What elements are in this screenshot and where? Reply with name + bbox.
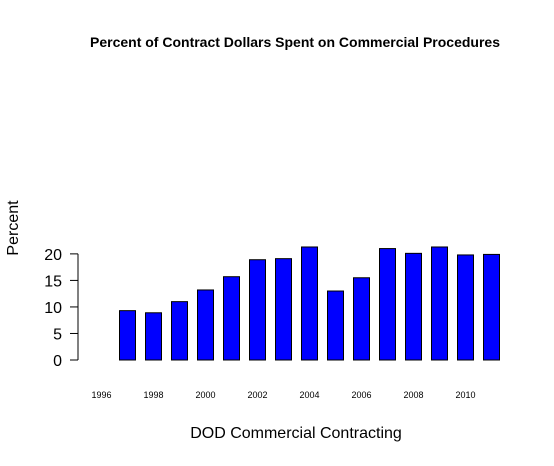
bar-2008 (405, 252, 422, 361)
bar-1998 (145, 312, 162, 361)
x-tick-label: 1996 (91, 390, 111, 400)
bar-2003 (275, 258, 292, 361)
y-tick-label: 0 (53, 353, 62, 370)
bar-2004 (301, 246, 318, 361)
bar-2006 (353, 277, 370, 361)
bar-2002 (249, 259, 266, 361)
y-tick-label: 10 (44, 300, 62, 317)
bars-group (119, 246, 500, 361)
x-tick-label: 2008 (403, 390, 423, 400)
bar-2009 (431, 246, 448, 361)
bar-1999 (171, 301, 188, 361)
bar-2010 (457, 254, 474, 361)
chart-title: Percent of Contract Dollars Spent on Com… (90, 34, 500, 50)
bar-2005 (327, 290, 344, 361)
bar-2001 (223, 276, 240, 361)
x-tick-label: 2000 (195, 390, 215, 400)
x-tick-label: 1998 (143, 390, 163, 400)
y-axis: 0 5 10 15 20 (44, 247, 79, 370)
bar-1997 (119, 310, 136, 361)
y-tick-label: 15 (44, 273, 62, 290)
x-tick-label: 2006 (351, 390, 371, 400)
x-tick-label: 2002 (247, 390, 267, 400)
y-tick-label: 20 (44, 247, 62, 264)
x-axis-label: DOD Commercial Contracting (190, 425, 402, 442)
bar-2011 (483, 253, 500, 361)
bar-2007 (379, 248, 396, 361)
y-tick-label: 5 (53, 326, 62, 343)
bar-2000 (197, 289, 214, 361)
x-tick-label: 2004 (299, 390, 319, 400)
x-tick-labels: 1996 1998 2000 2002 2004 2006 2008 2010 (91, 390, 475, 400)
x-tick-label: 2010 (455, 390, 475, 400)
y-axis-label: Percent (5, 200, 22, 256)
